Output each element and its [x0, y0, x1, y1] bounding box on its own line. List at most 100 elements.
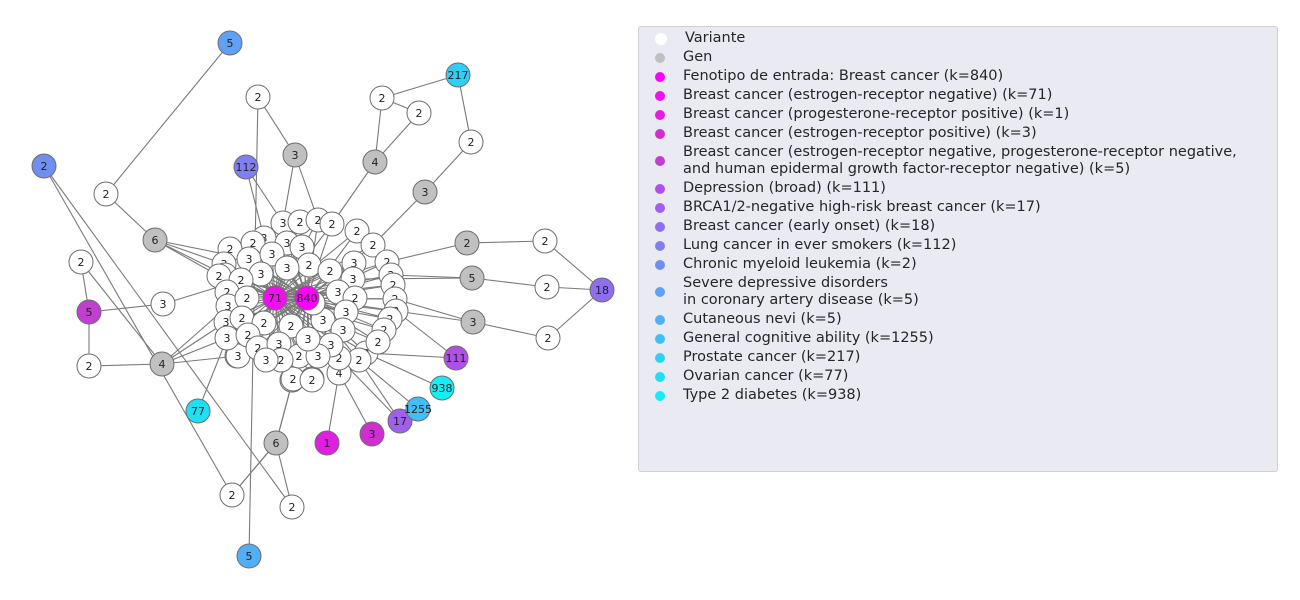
legend-label: Severe depressive disorders in coronary …: [683, 275, 919, 308]
variant-node-label: 2: [327, 265, 334, 278]
variant-node-label: 2: [244, 292, 251, 305]
gene-node-circle: [454, 230, 480, 256]
legend-marker: [655, 202, 665, 213]
variant-node: 2: [76, 353, 102, 379]
phenotype-node-label: 938: [432, 382, 453, 395]
phenotype-node-circle: [443, 345, 469, 371]
variant-node-circle: [150, 291, 176, 317]
graph-edge: [472, 321, 549, 339]
variant-node-circle: [299, 367, 325, 393]
gene-node: 4: [149, 351, 175, 377]
variant-node-label: 2: [379, 92, 386, 105]
graph-edge: [395, 310, 457, 359]
phenotype-node-circle: [31, 153, 57, 179]
variant-node: 3: [295, 326, 321, 352]
variant-node: 2: [219, 482, 245, 508]
legend-item: Breast cancer (progesterone-receptor pos…: [639, 105, 1277, 124]
legend-marker: [655, 52, 665, 63]
phenotype-node-circle: [76, 299, 102, 325]
legend-label: BRCA1/2-negative high-risk breast cancer…: [683, 199, 1041, 215]
variant-node: 2: [299, 367, 325, 393]
legend-item: Gen: [639, 48, 1277, 67]
phenotype-node: 5: [76, 299, 102, 325]
legend-label: Lung cancer in ever smokers (k=112): [683, 237, 957, 253]
graph-edge: [197, 337, 228, 412]
gene-node: 3: [412, 179, 438, 205]
phenotype-node: 217: [445, 62, 471, 88]
legend-label: Chronic myeloid leukemia (k=2): [683, 256, 917, 272]
phenotype-node: 938: [429, 375, 455, 401]
gene-node-label: 5: [469, 272, 476, 285]
graph-edge: [544, 240, 603, 291]
variant-node-circle: [253, 347, 279, 373]
variant-node-label: 2: [103, 188, 110, 201]
gene-node: 4: [362, 149, 388, 175]
gene-node: 3: [282, 142, 308, 168]
legend-label: General cognitive ability (k=1255): [683, 330, 934, 346]
variant-node: 2: [68, 249, 94, 275]
variant-node-circle: [406, 100, 432, 126]
variant-node-circle: [319, 211, 345, 237]
gene-node-label: 3: [470, 316, 477, 329]
phenotype-node: 77: [185, 398, 211, 424]
phenotype-node-label: 1: [324, 437, 331, 450]
variant-node-label: 2: [356, 354, 363, 367]
legend-item: Breast cancer (estrogen-receptor positiv…: [639, 124, 1277, 143]
variant-node-label: 2: [224, 286, 231, 299]
variant-node: 2: [535, 325, 561, 351]
legend-item: Chronic myeloid leukemia (k=2): [639, 255, 1277, 274]
variant-node-label: 2: [255, 342, 262, 355]
phenotype-node-label: 2: [41, 160, 48, 173]
legend-label: Breast cancer (estrogen-receptor positiv…: [683, 125, 1037, 141]
variant-node: 2: [278, 313, 304, 339]
variant-node: 2: [319, 211, 345, 237]
variant-node-label: 3: [224, 332, 231, 345]
legend-item: BRCA1/2-negative high-risk breast cancer…: [639, 198, 1277, 217]
graph-edge: [358, 359, 419, 410]
legend-marker: [655, 183, 665, 194]
graph-edge: [43, 165, 233, 496]
variant-node-circle: [76, 353, 102, 379]
variant-node-label: 2: [416, 107, 423, 120]
variant-node-label: 3: [315, 350, 322, 363]
legend-label: Prostate cancer (k=217): [683, 349, 861, 365]
variant-node-label: 2: [384, 256, 391, 269]
legend-marker: [655, 90, 665, 101]
variant-node-label: 2: [390, 279, 397, 292]
phenotype-node: 18: [589, 277, 615, 303]
phenotype-node: 2: [31, 153, 57, 179]
phenotype-node: 71: [262, 285, 288, 311]
legend-label: Breast cancer (early onset) (k=18): [683, 218, 936, 234]
variant-node: 2: [534, 274, 560, 300]
graph-edge: [105, 42, 231, 195]
phenotype-node-label: 5: [86, 306, 93, 319]
legend-item: Breast cancer (early onset) (k=18): [639, 217, 1277, 236]
phenotype-node-label: 71: [268, 292, 282, 305]
legend-marker: [655, 287, 665, 297]
variant-node-label: 2: [250, 237, 257, 250]
variant-node-label: 2: [336, 352, 343, 365]
phenotype-node-label: 77: [191, 405, 205, 418]
graph-edge: [80, 261, 163, 365]
variant-node: 3: [150, 291, 176, 317]
phenotype-node-circle: [429, 375, 455, 401]
legend-marker: [655, 333, 665, 344]
variant-node-label: 2: [78, 256, 85, 269]
variant-node-label: 2: [329, 218, 336, 231]
gene-node-circle: [412, 179, 438, 205]
phenotype-node: 112: [233, 154, 259, 180]
graph-edge: [331, 161, 376, 225]
variant-node: 2: [369, 85, 395, 111]
variant-node-circle: [344, 218, 370, 244]
variant-node-label: 2: [544, 281, 551, 294]
variant-node: 3: [214, 325, 240, 351]
phenotype-node-label: 3: [369, 428, 376, 441]
variant-node-label: 2: [354, 225, 361, 238]
variant-node-circle: [532, 228, 558, 254]
variant-node-label: 2: [229, 489, 236, 502]
legend-marker: [655, 221, 665, 232]
variant-node-label: 3: [258, 268, 265, 281]
phenotype-node-circle: [445, 62, 471, 88]
variant-node-label: 2: [227, 243, 234, 256]
variant-node-label: 3: [340, 324, 347, 337]
